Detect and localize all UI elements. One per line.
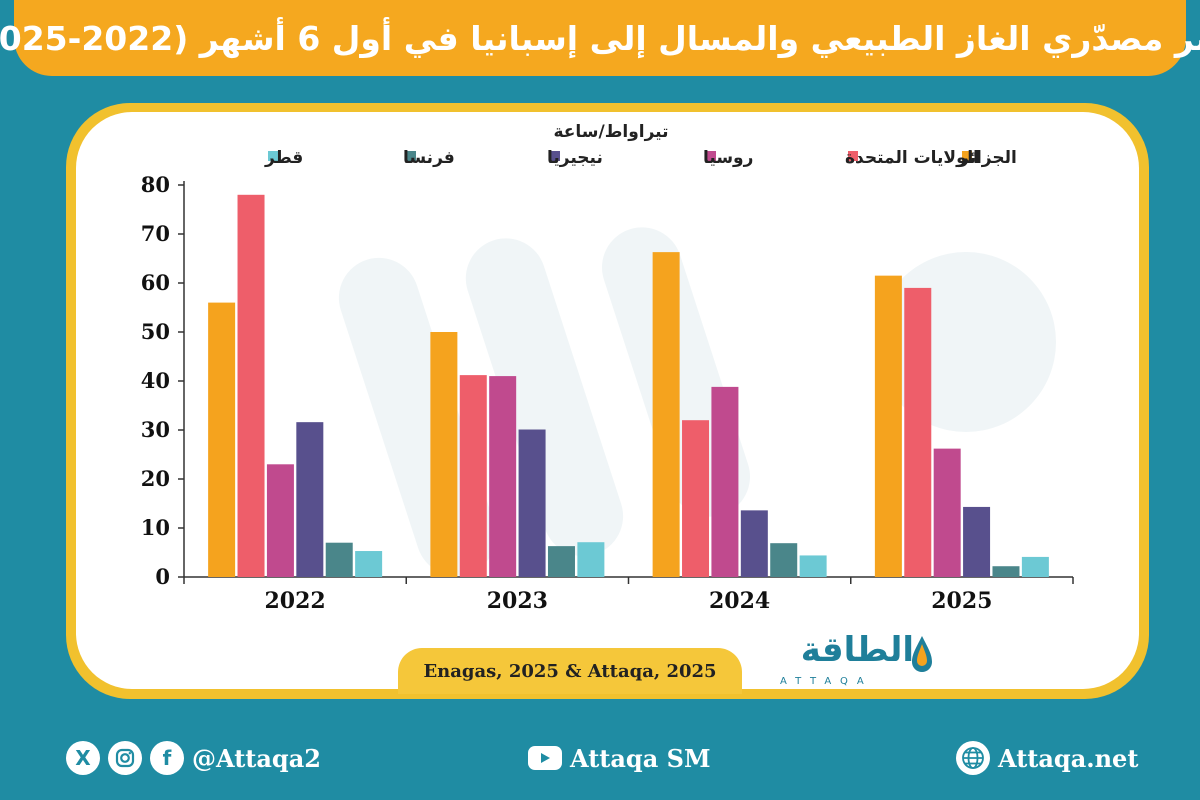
bar [799,555,827,577]
bar [459,375,487,577]
legend-swatch [406,151,416,161]
y-tick-label: 50 [141,319,170,344]
title-bar: أكبر مصدّري الغاز الطبيعي والمسال إلى إس… [0,0,1200,76]
bar [904,287,932,577]
legend-swatch [268,151,278,161]
attaqa-logo: الطاقة ATTAQA [776,630,936,692]
bar [547,546,575,577]
y-tick-label: 10 [141,515,170,540]
legend-label: روسيا [703,148,753,168]
youtube-label[interactable]: Attaqa SM [570,743,711,773]
legend-swatch [550,151,560,161]
bar [237,194,265,578]
chart-title: أكبر مصدّري الغاز الطبيعي والمسال إلى إس… [0,18,1200,58]
bar [963,506,991,577]
bar [518,429,546,577]
bar [682,420,710,577]
logo-arabic-text: الطاقة [800,630,914,670]
footer-website: Attaqa.net [956,738,1138,778]
x-category-label: 2025 [931,588,992,614]
legend-label: الولايات المتحدة [845,148,979,168]
x-twitter-icon[interactable]: X [66,741,100,775]
bar [296,422,324,577]
source-text: Enagas, 2025 & Attaqa, 2025 [423,660,717,682]
youtube-icon[interactable] [528,746,562,770]
x-category-label: 2022 [265,588,326,614]
bar-chart: 0 10 20 30 40 50 60 70 80 2022 2023 2024 2025 تيراواط… [141,122,1074,614]
bar [652,252,680,577]
bar [711,386,739,577]
bar [1021,556,1049,577]
bar [266,464,294,577]
unit-label: تيراواط/ساعة [553,122,668,142]
legend-swatch [962,151,972,161]
bar [208,302,236,577]
source-pill: Enagas, 2025 & Attaqa, 2025 [398,648,742,694]
instagram-icon[interactable] [108,741,142,775]
legend-label: نيجيريا [547,148,603,168]
y-tick-label: 80 [141,172,170,197]
x-category-label: 2023 [487,588,548,614]
chart-card: 0 10 20 30 40 50 60 70 80 2022 2023 2024 2025 تيراواط… [76,112,1139,689]
x-category-label: 2024 [709,588,770,614]
bar [740,510,768,577]
bar [325,542,353,577]
bar [355,551,383,577]
bar [992,566,1020,577]
y-tick-label: 20 [141,466,170,491]
bar [430,332,458,577]
y-tick-label: 40 [141,368,170,393]
facebook-icon[interactable]: f [150,741,184,775]
footer-youtube: Attaqa SM [528,738,711,778]
social-handle[interactable]: @Attaqa2 [192,743,321,773]
footer-social: X f @Attaqa2 [66,738,321,778]
bar [933,448,961,577]
y-tick-label: 30 [141,417,170,442]
y-tick-label: 60 [141,270,170,295]
bar [489,376,517,577]
logo-english-text: ATTAQA [780,676,873,687]
bar [874,275,902,577]
bar [770,543,798,577]
legend-label: الجزائر [958,148,1017,168]
legend-label: فرنسا [403,148,455,168]
globe-icon[interactable] [956,741,990,775]
drop-icon [912,636,932,672]
y-tick-label: 70 [141,221,170,246]
bar [577,542,605,577]
legend-swatch [706,151,716,161]
website-link[interactable]: Attaqa.net [998,743,1139,773]
legend-label: قطر [264,148,303,168]
y-tick-label: 0 [155,564,170,589]
legend-swatch [848,151,858,161]
